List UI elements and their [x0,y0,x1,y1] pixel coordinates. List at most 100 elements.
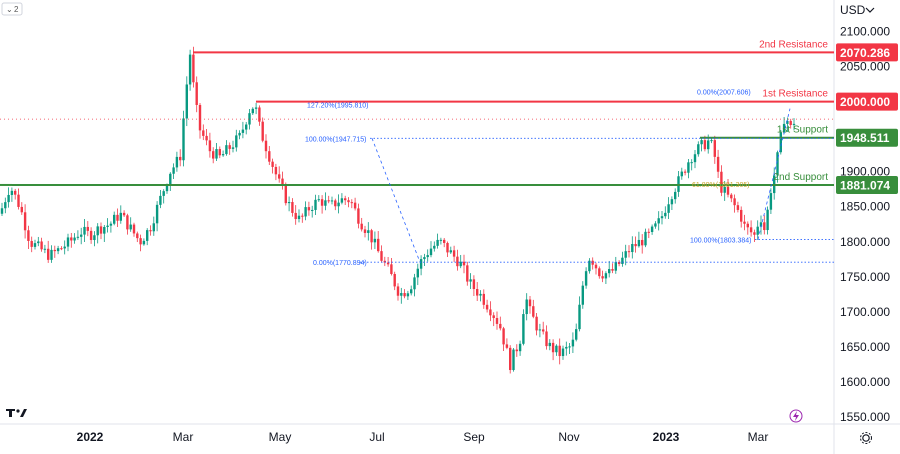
annotations-layer: 127.20%(1995.810) 100.00%(1947.715) 0.00%(… [305,89,834,267]
candle-body [621,257,624,264]
x-tick-label: Nov [558,430,579,444]
price-tag[interactable]: 1948.511 [836,128,898,147]
candle-body [489,309,492,316]
candle-body [439,239,443,241]
candle-body [690,162,693,164]
candle-body [33,243,37,247]
candle-body [528,299,532,307]
candle-body [782,123,786,133]
y-axis-ticks: 2100.0002050.0002000.0001950.0001900.000… [840,25,890,424]
candle-body [482,293,485,305]
candle-body [264,140,268,152]
candle-body [406,293,410,297]
fib-annotation: 0.00%(1770.894) [313,260,367,267]
candle-body [73,237,76,241]
x-tick-label: Mar [173,430,194,444]
candle-body [53,249,56,252]
candle-body [27,230,30,241]
chevron-down-icon[interactable] [865,7,875,13]
candle-body [703,140,707,150]
candle-body [261,121,264,141]
candle-body [311,209,314,211]
candle-body [400,293,403,296]
candle-body [320,199,324,206]
candle-body [390,264,393,274]
candle-body [350,202,353,204]
candle-body [23,212,27,231]
candle-body [581,285,584,305]
candle-body [337,202,340,207]
candle-body [136,233,139,239]
candle-body [152,223,155,232]
candle-body [363,229,367,233]
candle-body [423,257,426,260]
candle-body [63,246,66,249]
candle-body [578,304,581,330]
y-tick-label: 1700.000 [840,305,890,319]
candle-body [433,245,436,249]
lightning-icon[interactable] [789,409,803,423]
candle-body [254,107,258,109]
candle-body [122,212,126,216]
candle-body [0,208,4,214]
y-tick-label: 2050.000 [840,60,890,74]
candle-body [720,171,723,193]
collapse-badge[interactable]: ⌄ 2 [1,2,23,16]
candle-body [238,132,241,136]
candle-body [505,344,509,348]
candle-body [403,293,406,297]
candle-body [245,124,248,130]
price-tag[interactable]: 2070.286 [836,43,898,62]
candle-body [66,237,70,247]
candle-body [367,230,370,233]
candle-body [334,200,337,207]
candle-body [4,202,7,209]
candle-body [601,276,604,279]
fib-annotation: 61.80%(1881.305) [692,182,750,189]
candle-body [542,329,545,332]
gear-icon[interactable] [860,432,872,444]
price-tag-value: 1948.511 [840,131,890,145]
candle-body [410,289,413,294]
candle-body [723,186,726,193]
candle-body [693,154,697,163]
candle-body [756,226,759,235]
candle-body [535,316,538,331]
candle-body [753,232,756,235]
candle-body [258,107,261,122]
candle-body [212,151,215,159]
price-tag[interactable]: 2000.000 [836,92,898,111]
candle-body [324,200,327,206]
candle-body [459,261,462,267]
candle-body [304,207,307,217]
candle-body [106,225,109,228]
candle-body [657,218,660,224]
y-tick-label: 1800.000 [840,235,890,249]
candle-body [278,174,281,179]
price-tag[interactable]: 1881.074 [836,175,898,194]
candle-body [776,152,779,176]
candle-body [301,215,304,217]
candle-body [93,235,96,241]
candle-body [274,166,278,175]
candle-body [228,145,231,149]
candle-body [786,120,789,124]
candle-body [198,104,202,131]
level-name-label: 2nd Resistance [759,39,828,50]
candle-body [155,204,159,224]
candle-body [360,223,363,230]
candle-body [103,227,106,234]
candle-body [251,108,254,114]
candle-body [680,171,683,177]
tradingview-logo-icon[interactable] [6,409,27,417]
candle-body [330,200,334,202]
candle-body [575,329,578,340]
candle-body [647,231,650,233]
candle-body [426,255,429,258]
candle-body [142,240,146,245]
candle-body [446,242,449,253]
candle-body [568,346,571,348]
level-name-label: 2nd Support [774,172,829,183]
candle-body [159,195,162,205]
candle-body [538,329,542,331]
